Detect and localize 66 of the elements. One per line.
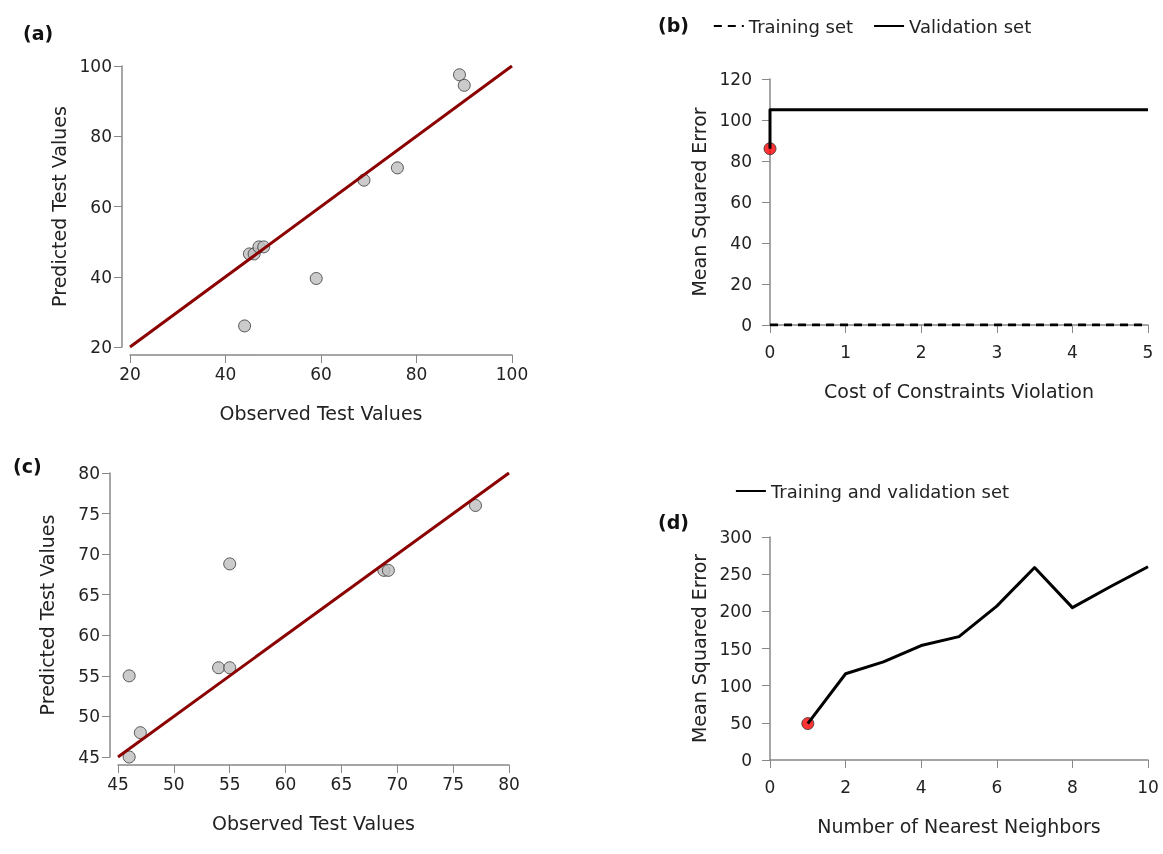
x-tick-label: 55: [218, 773, 241, 794]
x-tick-label: 5: [1142, 341, 1154, 362]
x-tick-label: 80: [405, 363, 428, 384]
x-tick-label: 50: [163, 773, 185, 794]
y-tick-label: 40: [730, 233, 752, 253]
y-tick-label: 120: [719, 69, 752, 89]
x-tick-label: 65: [330, 773, 353, 794]
y-tick-label: 55: [78, 665, 100, 686]
chart-title: (b): [658, 13, 689, 36]
x-tick-label: 4: [1066, 341, 1078, 362]
x-axis-title: Observed Test Values: [212, 811, 415, 834]
y-tick-label: 200: [719, 601, 752, 622]
y-tick-label: 100: [79, 56, 112, 76]
x-tick-label: 45: [107, 773, 129, 794]
x-axis-title: Observed Test Values: [219, 401, 423, 424]
x-tick-label: 100: [495, 363, 529, 384]
x-tick-label: 40: [214, 363, 237, 384]
y-tick-label: 45: [78, 747, 100, 767]
y-tick-label: 100: [719, 110, 752, 130]
x-tick-label: 6: [991, 776, 1003, 797]
y-axis-title: Predicted Test Values: [47, 106, 70, 307]
y-tick-label: 40: [90, 266, 112, 287]
y-tick-label: 150: [719, 638, 752, 659]
y-tick-label: 65: [78, 584, 100, 605]
y-tick-label: 80: [78, 463, 100, 483]
y-tick-label: 0: [741, 750, 752, 770]
y-tick-label: 70: [78, 544, 100, 565]
x-tick-label: 80: [498, 773, 520, 794]
x-tick-label: 20: [119, 363, 141, 384]
y-tick-label: 0: [741, 315, 752, 335]
x-tick-label: 70: [386, 773, 409, 794]
x-tick-label: 4: [915, 776, 927, 797]
x-tick-label: 60: [274, 773, 297, 794]
y-tick-label: 50: [730, 712, 752, 733]
y-axis-title: Predicted Test Values: [35, 514, 58, 716]
x-tick-label: 10: [1137, 776, 1159, 797]
x-axis-title: Number of Nearest Neighbors: [817, 814, 1101, 837]
x-tick-label: 75: [442, 773, 464, 794]
x-axis-title: Cost of Constraints Violation: [824, 379, 1094, 402]
y-tick-label: 250: [719, 564, 752, 585]
x-tick-label: 0: [764, 776, 776, 797]
chart-title: (a): [23, 21, 54, 44]
chart-title: (d): [658, 510, 689, 533]
y-tick-label: 80: [730, 151, 752, 171]
y-tick-label: 100: [719, 675, 752, 696]
x-tick-label: 1: [840, 341, 852, 362]
x-tick-label: 0: [764, 341, 776, 362]
y-tick-label: 20: [730, 274, 752, 294]
y-tick-label: 80: [90, 126, 112, 147]
legend-label: Training and validation set: [769, 480, 1010, 502]
x-tick-label: 2: [915, 341, 927, 362]
x-tick-label: 3: [991, 341, 1003, 362]
x-tick-label: 2: [840, 776, 852, 797]
y-tick-label: 300: [719, 527, 752, 547]
x-tick-label: 8: [1066, 776, 1078, 797]
y-tick-label: 60: [90, 196, 112, 217]
legend-label: Training set: [747, 15, 854, 37]
y-axis-title: Mean Squared Error: [687, 553, 710, 744]
y-tick-label: 60: [78, 625, 100, 646]
x-tick-label: 60: [310, 363, 332, 384]
y-axis-title: Mean Squared Error: [687, 107, 710, 297]
legend-label: Validation set: [909, 15, 1032, 37]
y-tick-label: 60: [730, 192, 752, 212]
y-tick-label: 50: [78, 706, 100, 727]
chart-title: (c): [13, 454, 42, 477]
y-tick-label: 75: [78, 503, 100, 524]
